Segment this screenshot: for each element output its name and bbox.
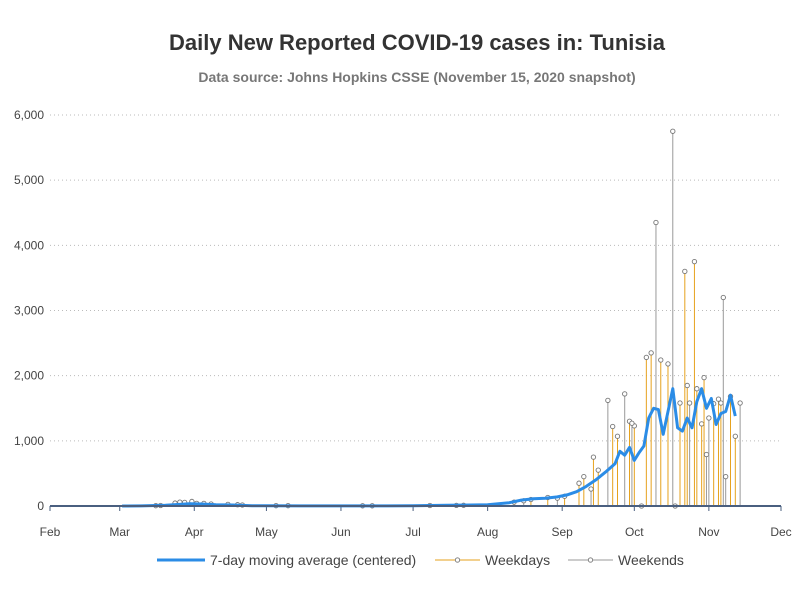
weekdays-marker bbox=[590, 454, 597, 460]
weekends-marker bbox=[605, 397, 611, 404]
weekdays-marker bbox=[732, 433, 738, 439]
chart-title: Daily New Reported COVID-19 cases in: Tu… bbox=[169, 30, 665, 55]
x-tick-label: Sep bbox=[552, 525, 574, 539]
weekdays-marker bbox=[614, 433, 621, 439]
weekdays-marker bbox=[701, 374, 707, 381]
weekdays-marker bbox=[694, 386, 700, 392]
weekends-marker bbox=[686, 400, 693, 406]
legend-label-weekends: Weekends bbox=[618, 552, 684, 568]
weekdays-marker bbox=[691, 258, 698, 265]
weekends-marker bbox=[723, 474, 729, 480]
y-tick-label: 5,000 bbox=[14, 173, 44, 187]
weekdays-marker bbox=[682, 268, 688, 275]
weekends-marker bbox=[653, 219, 659, 226]
moving-average-line bbox=[122, 387, 737, 508]
weekdays-marker bbox=[718, 400, 724, 406]
y-tick-label: 6,000 bbox=[14, 108, 44, 122]
weekends-marker bbox=[720, 294, 726, 301]
weekdays-marker bbox=[715, 396, 722, 402]
weekends-marker bbox=[670, 128, 676, 134]
legend-marker-weekends bbox=[587, 557, 594, 563]
weekdays-marker bbox=[643, 354, 649, 361]
x-tick-label: Mar bbox=[109, 525, 130, 539]
y-tick-label: 1,000 bbox=[14, 434, 44, 448]
weekdays-marker bbox=[581, 474, 587, 480]
x-tick-label: Aug bbox=[477, 525, 498, 539]
weekends-series bbox=[182, 128, 743, 509]
x-tick-label: Dec bbox=[770, 525, 791, 539]
weekdays-marker bbox=[698, 421, 705, 427]
x-tick-label: Oct bbox=[625, 525, 644, 539]
weekdays-marker bbox=[576, 480, 582, 486]
x-tick-label: May bbox=[255, 525, 278, 539]
weekdays-marker bbox=[648, 350, 654, 356]
x-tick-label: Nov bbox=[698, 525, 719, 539]
y-tick-label: 3,000 bbox=[14, 304, 44, 318]
legend-label-moving-average: 7-day moving average (centered) bbox=[210, 552, 416, 568]
weekends-marker bbox=[706, 415, 712, 421]
weekends-marker bbox=[588, 486, 594, 492]
y-tick-label: 0 bbox=[37, 499, 44, 513]
weekdays-marker bbox=[610, 423, 616, 430]
legend: 7-day moving average (centered) Weekdays W… bbox=[157, 552, 684, 568]
weekdays-marker bbox=[658, 357, 664, 363]
x-tick-label: Jun bbox=[331, 525, 350, 539]
y-tick-label: 2,000 bbox=[14, 369, 44, 383]
weekdays-marker bbox=[677, 400, 683, 406]
weekdays-marker bbox=[684, 382, 690, 389]
x-tick-label: Apr bbox=[185, 525, 204, 539]
weekends-marker bbox=[737, 400, 743, 406]
chart-subtitle: Data source: Johns Hopkins CSSE (Novembe… bbox=[198, 69, 636, 85]
legend-marker-weekdays bbox=[454, 557, 461, 563]
x-tick-label: Feb bbox=[40, 525, 61, 539]
weekends-marker bbox=[703, 451, 710, 458]
weekends-marker bbox=[629, 420, 635, 426]
weekdays-series bbox=[153, 258, 738, 509]
legend-label-weekdays: Weekdays bbox=[485, 552, 550, 568]
y-tick-label: 4,000 bbox=[14, 238, 44, 252]
weekdays-marker bbox=[595, 467, 601, 473]
weekdays-marker bbox=[665, 361, 671, 367]
x-tick-label: Jul bbox=[405, 525, 420, 539]
weekends-marker bbox=[622, 391, 628, 397]
